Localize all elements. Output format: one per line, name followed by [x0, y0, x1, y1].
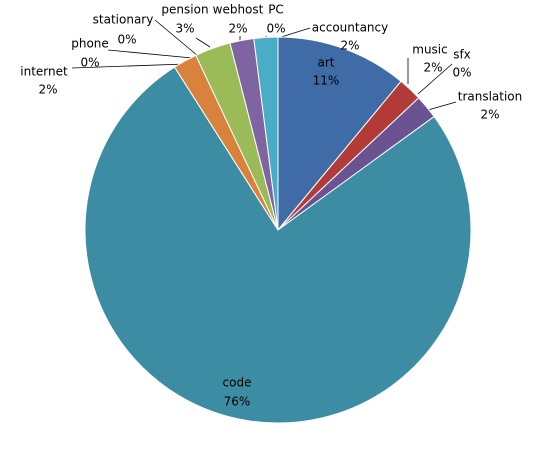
slice-label: webhost	[213, 3, 264, 17]
slice-value-label: 3%	[175, 22, 194, 36]
slice-value-label: 2%	[340, 39, 359, 53]
slice-label: translation	[458, 90, 523, 104]
slice-value-label: 0%	[80, 56, 99, 70]
leader-line	[195, 37, 211, 48]
pie-slice	[84, 66, 472, 424]
slices	[84, 36, 472, 424]
leader-line	[417, 63, 453, 95]
slice-value-label: 76%	[224, 395, 251, 409]
slice-label: art	[318, 56, 335, 70]
slice-value-label: 2%	[480, 108, 499, 122]
slice-label: pension	[161, 3, 208, 17]
slice-value-label: 2%	[423, 61, 442, 75]
slice-label: music	[412, 43, 447, 57]
slice-value-label: 11%	[313, 74, 340, 88]
slice-value-label: 2%	[38, 83, 57, 97]
slice-label: code	[223, 376, 252, 390]
leader-line	[277, 27, 311, 39]
slice-value-label: 2%	[228, 22, 247, 36]
leader-line	[427, 101, 457, 111]
leader-line	[154, 19, 199, 57]
pie-slice	[277, 36, 402, 232]
slice-label: sfx	[453, 48, 471, 62]
slice-label: internet	[20, 65, 68, 79]
leader-lines	[71, 19, 457, 111]
pie-slice	[253, 36, 279, 231]
slice-label: stationary	[93, 13, 154, 27]
slice-value-label: 0%	[266, 22, 285, 36]
leader-line	[107, 49, 193, 59]
slice-label: PC	[268, 3, 284, 17]
leader-line	[71, 63, 187, 69]
slice-value-label: 0%	[452, 66, 471, 80]
labels: art 11% music 2% sfx 0% translation 2% code 76% in…	[20, 3, 522, 409]
slice-label: phone	[71, 37, 109, 51]
slice-value-label: 0%	[117, 33, 136, 47]
slice-label: accountancy	[312, 21, 388, 35]
